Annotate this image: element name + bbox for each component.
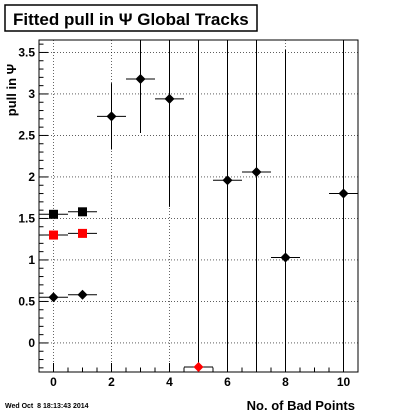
x-tick-label: 4 [166,375,173,389]
diamond-marker [338,188,349,199]
diamond-marker [48,292,59,303]
x-tick-label: 2 [108,375,115,389]
y-axis-label: pull in Ψ [4,64,19,116]
diamond-marker [193,362,204,373]
x-tick-label: 6 [224,375,231,389]
square-marker [49,209,58,219]
diamond-marker [251,166,262,177]
y-tick-label: 1.5 [18,211,35,225]
data-points [39,40,358,373]
y-tick-label: 0.5 [18,294,35,308]
diamond-marker [77,289,88,300]
y-tick-label: 2 [28,170,35,184]
diamond-marker [106,111,117,122]
diamond-marker [164,93,175,104]
square-marker [78,207,87,217]
x-axis-label: No. of Bad Points [247,398,355,413]
y-tick-label: 1 [28,253,35,267]
x-tick-label: 8 [282,375,289,389]
y-tick-label: 2.5 [18,128,35,142]
square-marker [78,228,87,238]
x-tick-label: 0 [50,375,57,389]
title-box [4,4,258,32]
x-tick-label: 10 [337,375,351,389]
chart-title: Fitted pull in Ψ Global Tracks [13,10,249,29]
y-tick-label: 0 [28,336,35,350]
timestamp: Wed Oct 8 18:13:43 2014 [5,403,89,410]
y-tick-label: 3.5 [18,45,35,59]
y-tick-label: 3 [28,87,35,101]
square-marker [49,230,58,240]
diamond-marker [280,252,291,263]
diamond-marker [135,74,146,85]
diamond-marker [222,175,233,186]
